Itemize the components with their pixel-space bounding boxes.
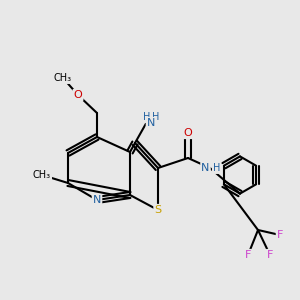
Text: CH₃: CH₃ <box>33 170 51 180</box>
Text: N: N <box>201 163 210 173</box>
Text: S: S <box>154 205 162 215</box>
Text: CH₃: CH₃ <box>54 73 72 83</box>
Text: N: N <box>93 195 101 205</box>
Text: F: F <box>245 250 251 260</box>
Text: O: O <box>184 128 192 138</box>
Text: O: O <box>74 90 82 100</box>
Text: H: H <box>152 112 159 122</box>
Text: H: H <box>143 112 150 122</box>
Text: H: H <box>213 163 220 173</box>
Text: F: F <box>267 250 273 260</box>
Text: N: N <box>147 118 155 128</box>
Text: F: F <box>277 230 283 240</box>
